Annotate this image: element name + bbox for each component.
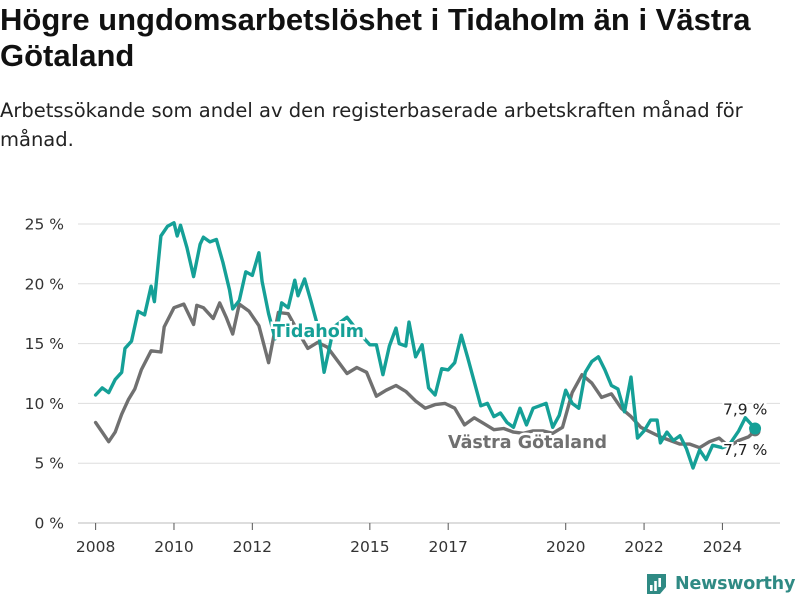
y-tick-label: 0 % bbox=[34, 515, 64, 533]
line-chart: 0 % 5 % 10 % 15 % 20 % 25 % 2008 2010 2012 2015 20… bbox=[25, 216, 780, 556]
chart-title: Högre ungdomsarbetslöshet i Tidaholm än … bbox=[0, 2, 751, 73]
x-tick-label: 2008 bbox=[76, 538, 115, 556]
x-tick-label: 2012 bbox=[233, 538, 272, 556]
series-label-vastra-gotaland: Västra Götaland bbox=[448, 433, 607, 453]
x-tick-label: 2022 bbox=[624, 538, 663, 556]
series-line-tidaholm bbox=[93, 221, 757, 470]
x-tick-label: 2010 bbox=[154, 538, 193, 556]
bar-chart-logo-icon bbox=[647, 574, 666, 594]
brand-name: Newsworthy bbox=[675, 574, 796, 594]
x-tick-label: 2024 bbox=[703, 538, 742, 556]
x-tick-label: 2015 bbox=[350, 538, 389, 556]
y-tick-label: 5 % bbox=[34, 455, 64, 473]
y-tick-label: 15 % bbox=[25, 335, 64, 353]
x-tick-label: 2017 bbox=[428, 538, 467, 556]
y-tick-label: 20 % bbox=[25, 275, 64, 293]
series-label-tidaholm: Tidaholm bbox=[273, 322, 364, 342]
end-value-label-vastra-gotaland: 7,7 % bbox=[723, 441, 767, 459]
end-value-label-tidaholm: 7,9 % bbox=[723, 401, 767, 419]
series-line-vastra-gotaland bbox=[93, 301, 757, 450]
chart-subtitle: Arbetssökande som andel av den registerb… bbox=[0, 99, 743, 151]
x-tick-label: 2020 bbox=[546, 538, 585, 556]
y-tick-label: 25 % bbox=[25, 216, 64, 234]
brand-logo: Newsworthy bbox=[645, 570, 795, 598]
end-point-tidaholm bbox=[749, 422, 762, 435]
y-tick-label: 10 % bbox=[25, 395, 64, 413]
